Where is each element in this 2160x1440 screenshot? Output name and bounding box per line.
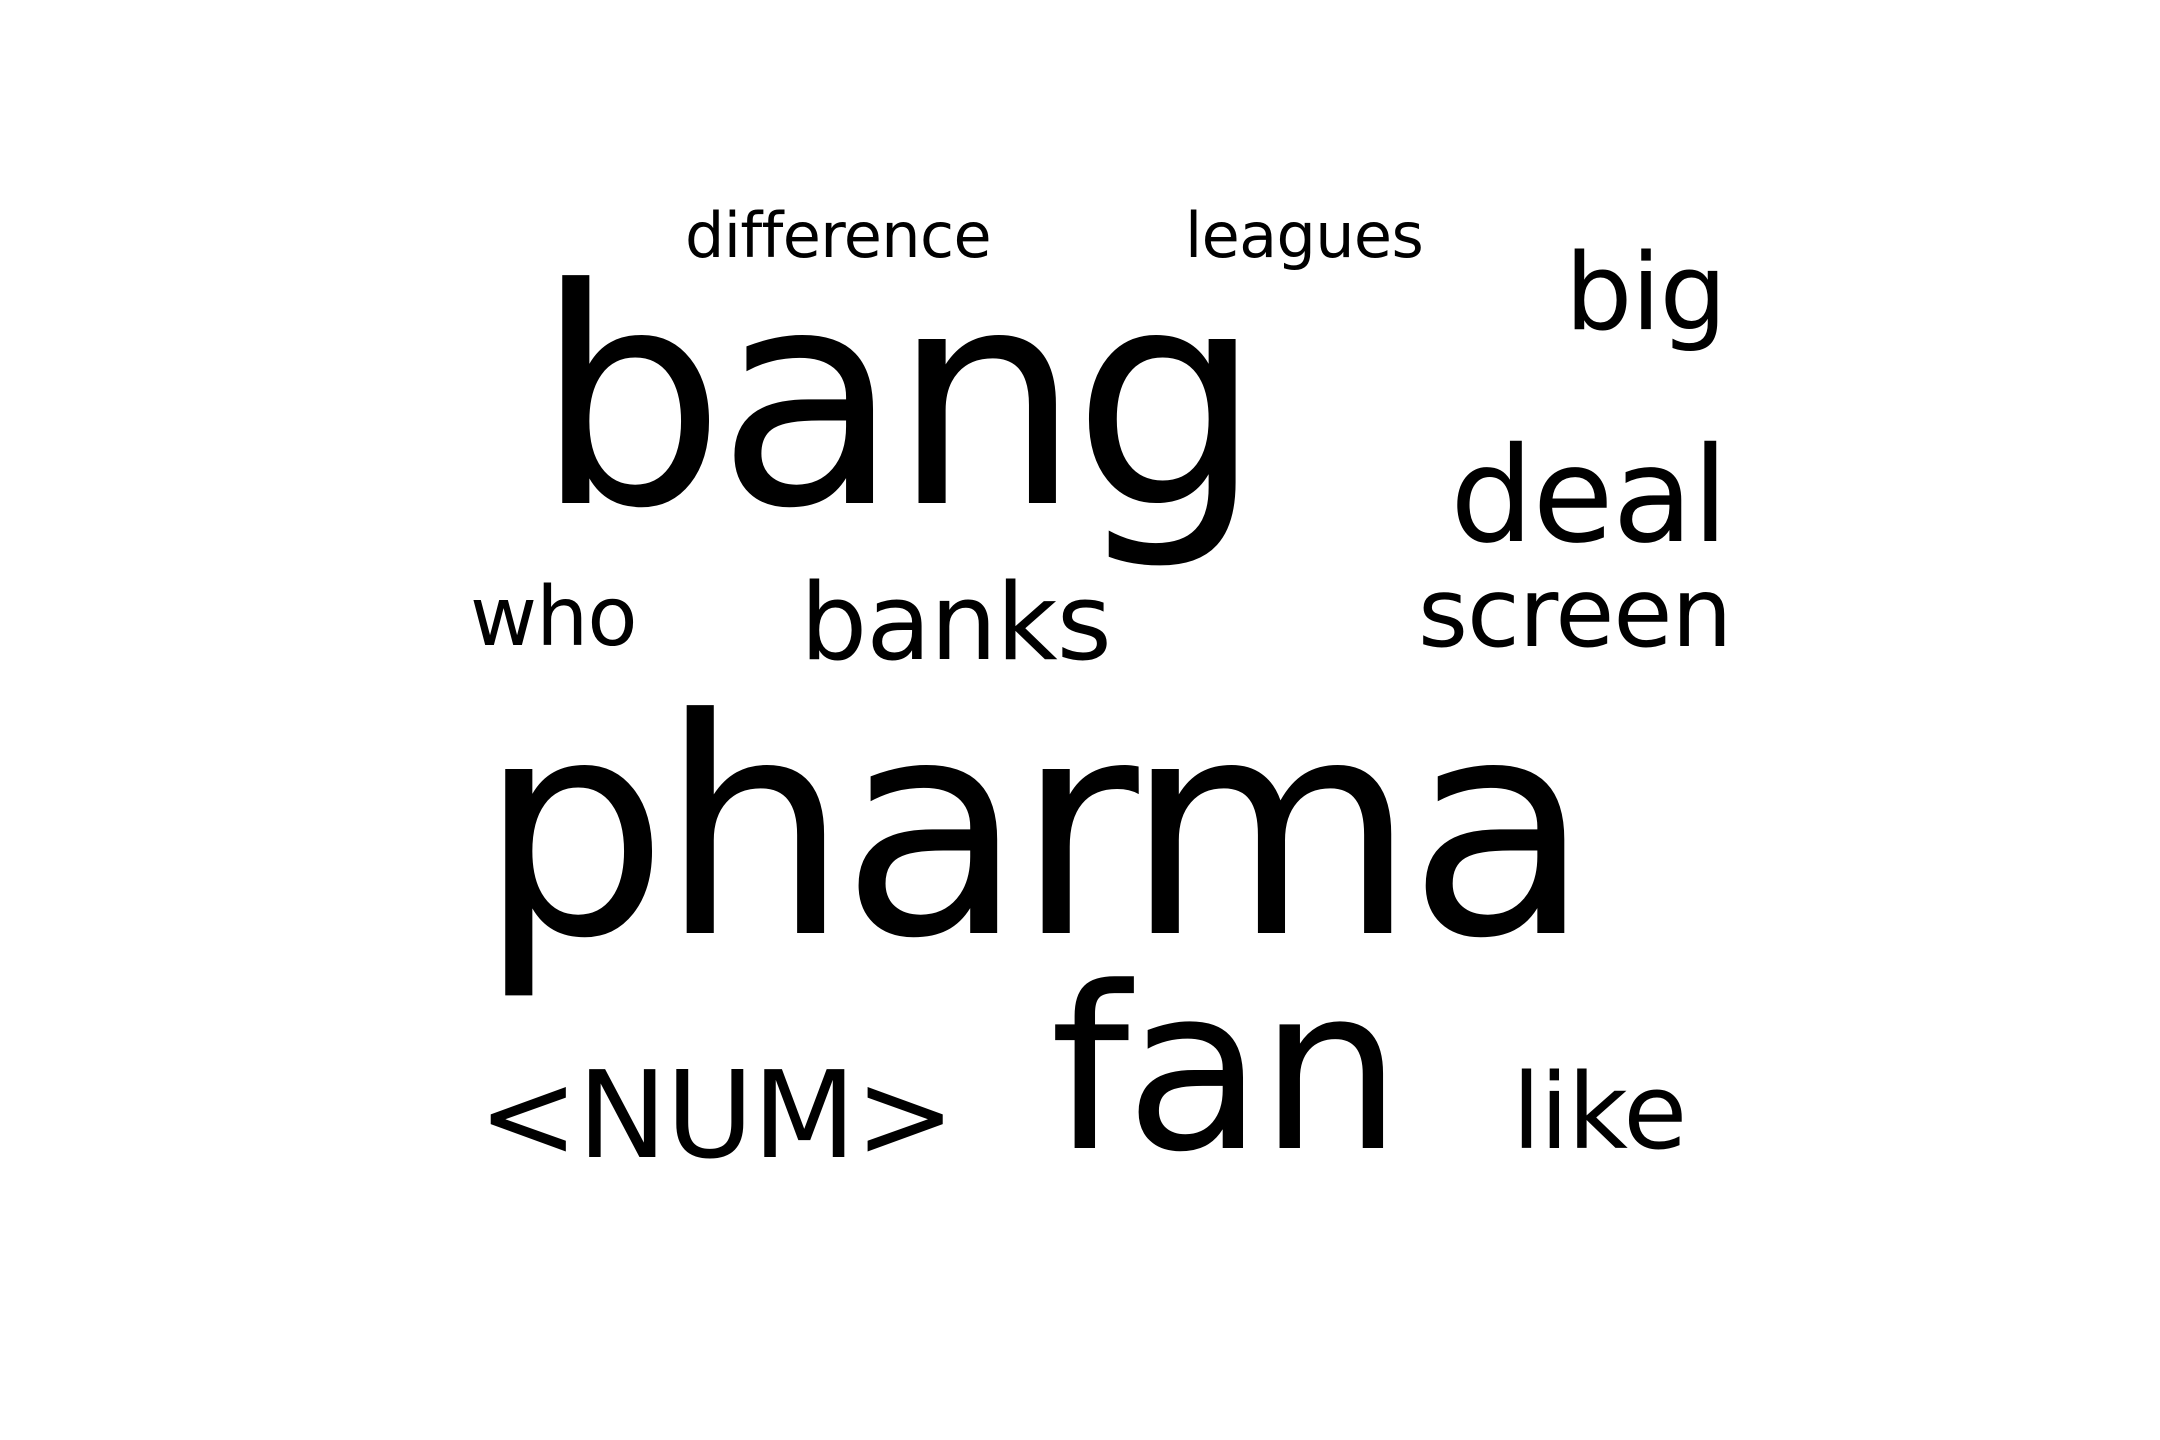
word-pharma: pharma bbox=[478, 655, 1592, 1004]
word-leagues: leagues bbox=[1185, 199, 1424, 272]
word-num: <NUM> bbox=[478, 1047, 955, 1186]
word-bang: bang bbox=[535, 225, 1263, 574]
word-like: like bbox=[1512, 1051, 1687, 1173]
word-fan: fan bbox=[1050, 939, 1402, 1202]
word-big: big bbox=[1565, 231, 1727, 354]
word-who: who bbox=[470, 570, 638, 665]
word-banks: banks bbox=[800, 561, 1112, 684]
word-screen: screen bbox=[1418, 557, 1732, 669]
word-deal: deal bbox=[1450, 419, 1729, 573]
word-difference: difference bbox=[685, 199, 992, 272]
